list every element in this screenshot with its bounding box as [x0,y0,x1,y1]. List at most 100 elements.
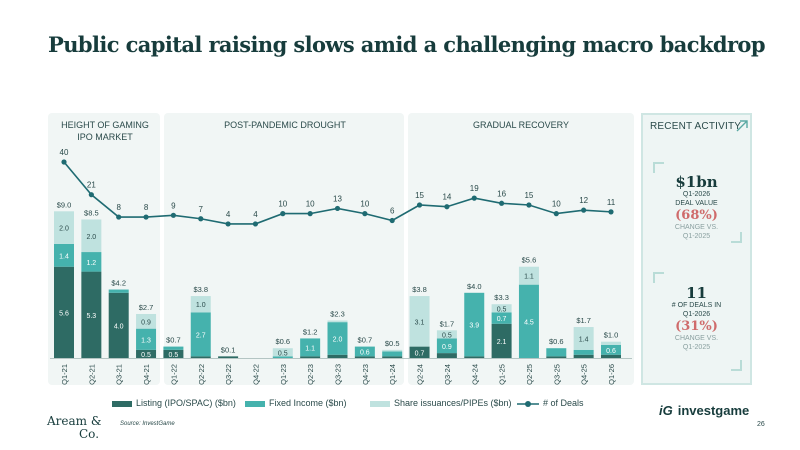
x-tick-label: Q1-21 [60,364,69,385]
bar-segment [601,354,621,358]
bar-segment [436,353,457,358]
deals-point [198,216,204,222]
bar-segment [491,304,512,313]
legend-line-marker-icon [517,400,539,407]
bar-segment [136,313,157,329]
deals-point [61,159,67,165]
total-label: $3.8 [412,285,427,294]
x-tick-label: Q4-21 [142,364,151,385]
bar-segment [190,312,211,357]
deals-point [416,202,423,208]
bar-segment [573,327,594,350]
data-label: 0.5 [497,306,507,313]
bar-segment [382,351,403,357]
deals-point [362,211,368,217]
data-label: 1.0 [196,302,206,309]
bar-segment [108,292,129,358]
bar-segment [601,344,621,355]
data-label: 0.5 [278,350,288,357]
deals-point [143,214,149,220]
bar-segment [190,356,211,358]
legend-label: Listing (IPO/SPAC) ($bn) [136,398,236,408]
deals-label: 10 [360,200,369,209]
bar-segment [573,349,594,355]
total-label: $1.7 [576,316,591,325]
total-label: $1.0 [604,331,619,340]
deals-label: 4 [253,210,258,219]
bracket-corner [731,232,742,243]
total-label: $0.1 [221,345,236,354]
data-label: 1.1 [524,274,534,281]
deals-label: 21 [87,181,96,190]
bar-segment [518,266,539,285]
deals-label: 10 [278,200,287,209]
bar-segment [300,338,321,357]
deals-label: 15 [415,191,424,200]
data-label: 0.6 [606,348,616,355]
bar-segment [409,296,430,347]
bracket-corner [653,272,664,283]
x-tick-label: Q4-24 [470,364,479,385]
x-tick-label: Q4-22 [251,364,260,385]
aream-logo: Aream & Co. [47,415,102,441]
deals-point [307,211,313,217]
total-label: $2.3 [330,310,345,319]
legend-label: Share issuances/PIPEs ($bn) [394,398,512,408]
legend-item: # of Deals [517,398,584,408]
data-label: 5.3 [86,313,96,320]
data-label: 1.2 [86,260,96,267]
bar-segment [491,312,512,324]
total-label: $3.3 [494,293,509,302]
data-label: 0.6 [360,349,370,356]
bar-segment [81,271,102,358]
bar-segment [464,292,485,357]
page-title: Public capital raising slows amid a chal… [48,32,766,57]
bar-segment [491,323,512,358]
deals-label: 9 [171,201,176,210]
section-label: GRADUAL RECOVERY [473,120,569,130]
deals-label: 10 [306,200,315,209]
data-label: 0.5 [442,332,452,339]
bar-segment [300,356,321,358]
recent-activity-panel: RECENT ACTIVITY $1bn Q1-2026 DEAL VALUE … [641,113,752,385]
data-label: 0.7 [497,316,507,323]
data-label: 1.4 [579,336,589,343]
bar-segment [327,320,348,323]
legend-item: Share issuances/PIPEs ($bn) [370,398,512,408]
deals-point [389,217,395,224]
section-label: IPO MARKET [77,132,133,142]
deals-point [499,200,505,206]
deals-label: 4 [226,210,231,219]
x-tick-label: Q1-26 [607,364,616,385]
deals-label: 15 [524,191,533,200]
data-label: 2.0 [333,336,343,343]
kpi-label: # OF DEALS IN [671,302,722,309]
data-label: 2.0 [86,234,96,241]
kpi-deal-count: 11 # OF DEALS IN Q1-2026 (31%) CHANGE VS… [643,284,750,352]
investgame-mark: iG [659,403,673,418]
bar-segment [190,296,211,313]
deals-point [608,209,614,215]
bar-segment [272,356,293,358]
kpi-label: Q1-2026 [682,310,711,318]
bar-segment [546,356,567,358]
source-note: Source: InvestGame [120,421,175,427]
bar-segment [136,328,157,350]
investgame-wordmark: investgame [677,403,750,418]
x-tick-label: Q2-24 [416,364,425,385]
deals-point [526,202,532,208]
x-tick-label: Q1-23 [279,364,288,385]
bar-segment [108,289,129,293]
x-tick-label: Q3-24 [443,364,452,385]
deals-label: 8 [144,203,149,212]
kpi-sublabel: Q1-2025 [682,343,711,351]
arrow-up-right-icon [736,120,748,132]
bar-segment [136,349,157,358]
x-tick-label: Q3-23 [334,364,343,385]
data-label: 1.3 [141,337,151,344]
deals-point [581,207,587,213]
kpi-sublabel: CHANGE VS. [674,224,719,231]
deals-label: 12 [579,196,588,205]
x-tick-label: Q3-22 [224,364,233,385]
bar-segment [81,252,102,272]
